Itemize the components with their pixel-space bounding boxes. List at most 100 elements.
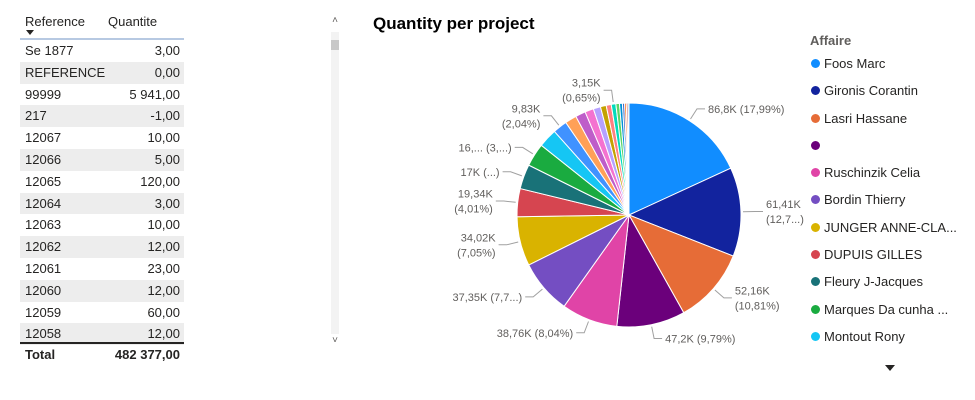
cell-reference: 217 — [25, 108, 47, 124]
table-row[interactable]: 12062 12,00 — [20, 236, 184, 258]
table-row[interactable]: REFERENCE 0,00 — [20, 61, 184, 84]
table-row[interactable]: 12064 3,00 — [20, 192, 184, 215]
legend-label: Ruschinzik Celia — [824, 165, 921, 181]
cell-quantity: 5 941,00 — [129, 86, 180, 102]
data-label: (0,65%) — [562, 93, 601, 105]
legend-dot-icon — [811, 113, 820, 123]
data-label: 16,... (3,...) — [459, 142, 512, 154]
data-label-leader-line — [525, 288, 543, 298]
data-label: (12,7...) — [766, 214, 804, 226]
pie-chart: 86,8K (17,99%) 61,41K (12,7...) 52,16K (10,8… — [452, 78, 803, 346]
scrollbar-track[interactable] — [331, 32, 339, 334]
cell-reference: 12060 — [25, 282, 62, 298]
table-row[interactable]: Se 1877 3,00 — [20, 40, 184, 62]
data-label-leader-line — [543, 115, 560, 126]
scrollbar-thumb[interactable] — [331, 40, 339, 50]
data-table: Reference Quantite Se 1877 3,00 REFERENCE 0… — [20, 12, 184, 346]
cell-quantity: 12,00 — [147, 326, 180, 342]
cell-reference: 12065 — [25, 173, 62, 189]
table-row[interactable]: 12061 23,00 — [20, 258, 184, 280]
legend-dot-icon — [811, 59, 820, 68]
table-row[interactable]: 12063 10,00 — [20, 214, 184, 236]
column-header-quantity[interactable]: Quantite — [108, 14, 158, 29]
legend-label: Montout Rony — [824, 328, 905, 344]
legend-label: Marques Da cunha ... — [824, 301, 949, 317]
table-row[interactable]: 12060 12,00 — [20, 279, 184, 302]
total-value: 482 377,00 — [114, 347, 180, 362]
legend-item[interactable]: DUPUIS GILLES — [810, 241, 970, 268]
data-label: 9,83K — [512, 103, 541, 115]
legend-item[interactable]: Marques Da cunha ... — [810, 296, 970, 323]
legend-dot-icon — [811, 331, 820, 341]
total-label: Total — [25, 347, 56, 362]
data-label: (7,05%) — [457, 247, 496, 259]
scroll-up-icon[interactable]: ˄ — [332, 15, 338, 26]
legend-label: Bordin Thierry — [824, 192, 906, 208]
sort-descending-icon[interactable] — [26, 30, 34, 35]
table-row[interactable]: 12066 5,00 — [20, 148, 184, 171]
data-label-leader-line — [514, 146, 534, 155]
legend-item[interactable]: Bordin Thierry — [810, 186, 970, 213]
table-row[interactable]: 12065 120,00 — [20, 171, 184, 193]
data-label: 52,16K — [735, 285, 771, 297]
chart-legend: Affaire Foos Marc Gironis Corantin Lasri H… — [810, 33, 970, 350]
data-label-leader-line — [495, 200, 516, 203]
cell-reference: 12058 — [25, 326, 62, 342]
cell-reference: 12061 — [25, 260, 62, 276]
data-label: 19,34K — [458, 189, 494, 201]
data-label-leader-line — [576, 321, 589, 334]
data-label: 61,41K — [766, 199, 802, 211]
legend-title: Affaire — [810, 33, 852, 48]
scroll-down-icon[interactable]: ˅ — [332, 335, 338, 346]
cell-reference: 12064 — [25, 195, 62, 211]
pie-data-labels: 86,8K (17,99%) 61,41K (12,7...) 52,16K (10,8… — [452, 78, 803, 346]
legend-label: JUNGER ANNE-CLA... — [824, 219, 957, 235]
table-row[interactable]: 99999 5 941,00 — [20, 84, 184, 106]
cell-quantity: 10,00 — [147, 130, 180, 146]
legend-dot-icon — [811, 277, 820, 287]
table-row[interactable]: 12058 12,00 — [20, 323, 184, 346]
data-label: (10,81%) — [735, 300, 780, 312]
data-label: (4,01%) — [454, 204, 493, 216]
cell-quantity: 3,00 — [154, 195, 180, 211]
cell-reference: 12067 — [25, 130, 62, 146]
data-label: 37,35K (7,7...) — [452, 292, 522, 304]
table-scrollbar[interactable]: ˄ ˅ — [329, 14, 341, 348]
table-header: Reference Quantite — [20, 12, 184, 40]
cell-quantity: 10,00 — [147, 217, 180, 233]
legend-item[interactable]: Foos Marc — [810, 50, 970, 77]
chart-title: Quantity per project — [373, 14, 535, 33]
pie-slice[interactable] — [628, 102, 732, 216]
cell-quantity: 12,00 — [147, 239, 180, 255]
cell-quantity: 12,00 — [147, 282, 180, 298]
legend-item[interactable]: Fleury J-Jacques — [810, 268, 970, 295]
data-label: 34,02K — [461, 232, 497, 244]
legend-item[interactable] — [810, 132, 970, 159]
cell-quantity: 0,00 — [154, 64, 180, 80]
cell-reference: 99999 — [25, 86, 62, 102]
pie-slice[interactable] — [627, 214, 734, 314]
legend-item[interactable]: Ruschinzik Celia — [810, 159, 970, 186]
pie-slices — [516, 102, 742, 328]
data-label-leader-line — [651, 326, 663, 339]
legend-dot-icon — [811, 195, 820, 205]
pie-slice[interactable] — [627, 167, 742, 257]
cell-reference: 12059 — [25, 304, 62, 320]
cell-reference: 12062 — [25, 239, 62, 255]
legend-item[interactable]: JUNGER ANNE-CLA... — [810, 214, 970, 241]
data-label: 86,8K (17,99%) — [708, 104, 784, 116]
column-header-reference[interactable]: Reference — [25, 14, 85, 29]
pie-slice[interactable] — [627, 102, 630, 216]
data-label: 38,76K (8,04%) — [497, 328, 573, 340]
legend-item[interactable]: Gironis Corantin — [810, 77, 970, 104]
table-row[interactable]: 217 -1,00 — [20, 105, 184, 128]
legend-item[interactable]: Montout Rony — [810, 323, 970, 350]
legend-dot-icon — [811, 168, 820, 178]
table-total-row: Total 482 377,00 — [20, 342, 184, 366]
table-row[interactable]: 12059 60,00 — [20, 302, 184, 324]
data-label: 3,15K — [572, 78, 601, 90]
legend-scroll-down-icon[interactable] — [885, 365, 895, 371]
legend-item[interactable]: Lasri Hassane — [810, 105, 970, 132]
table-row[interactable]: 12067 10,00 — [20, 127, 184, 149]
data-label: (2,04%) — [502, 118, 541, 130]
